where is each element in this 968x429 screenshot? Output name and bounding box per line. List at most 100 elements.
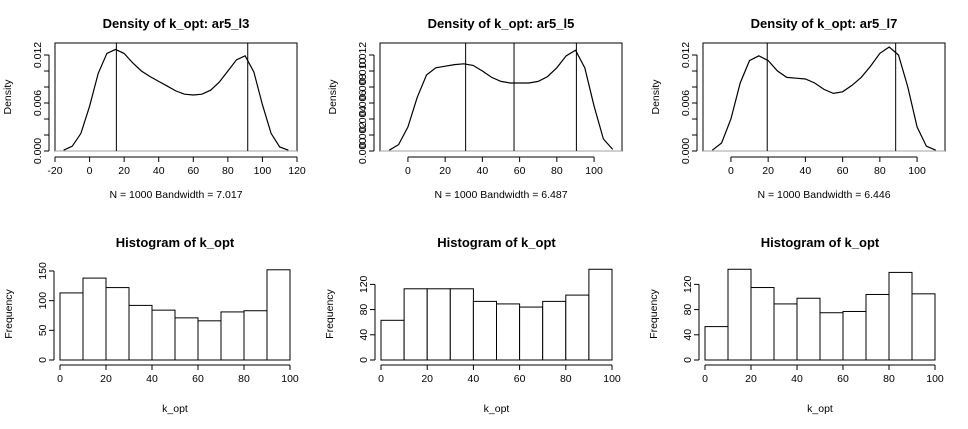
histogram-bar-3 bbox=[773, 303, 798, 361]
x-tick-label-2: 40 bbox=[477, 165, 489, 177]
histogram-bar-0 bbox=[704, 326, 729, 361]
x-tick-label-2: 40 bbox=[800, 165, 812, 177]
y-tick-label-4: 0.008 bbox=[357, 74, 369, 100]
x-tick-label-4: 80 bbox=[551, 165, 563, 177]
x-tick-label-1: 20 bbox=[762, 165, 774, 177]
x-tick-label-2: 20 bbox=[118, 165, 130, 177]
x-tick-label-0: 0 bbox=[378, 373, 384, 385]
y-tick-label-0: 0.000 bbox=[32, 138, 44, 164]
x-axis-label: N = 1000 Bandwidth = 6.487 bbox=[434, 189, 567, 201]
y-tick-label-0: 0.000 bbox=[680, 138, 692, 164]
histogram-bar-1 bbox=[727, 268, 752, 361]
histogram-bar-7 bbox=[865, 293, 890, 361]
x-tick-label-3: 40 bbox=[153, 165, 165, 177]
y-tick-label-2: 100 bbox=[37, 292, 49, 310]
histogram-bar-3 bbox=[449, 288, 474, 361]
y-axis-label: Frequency bbox=[648, 288, 660, 338]
histogram-bar-1 bbox=[82, 277, 107, 361]
y-tick-label-5: 0.010 bbox=[357, 58, 369, 84]
x-tick-label-4: 80 bbox=[883, 373, 895, 385]
y-tick-label-3: 0.006 bbox=[357, 90, 369, 116]
x-tick-label-1: 20 bbox=[439, 165, 451, 177]
chart-title: Histogram of k_opt bbox=[761, 235, 880, 250]
chart-panel-density-ar5-l5: Density of k_opt: ar5_l5 N = 1000 Bandwid… bbox=[327, 16, 623, 201]
histogram-bar-7 bbox=[542, 300, 567, 361]
y-tick-label-0: 0.000 bbox=[357, 138, 369, 164]
y-tick-label-1: 0.002 bbox=[357, 122, 369, 148]
density-line bbox=[711, 46, 936, 151]
x-tick-label-2: 40 bbox=[791, 373, 803, 385]
x-tick-label-0: -20 bbox=[47, 165, 62, 177]
x-tick-label-5: 80 bbox=[222, 165, 234, 177]
x-tick-label-5: 100 bbox=[908, 165, 926, 177]
histogram-bar-9 bbox=[588, 268, 613, 361]
y-tick-label-0: 0 bbox=[682, 357, 694, 363]
x-tick-label-2: 40 bbox=[468, 373, 480, 385]
y-tick-label-2: 80 bbox=[682, 304, 694, 316]
x-tick-label-4: 60 bbox=[187, 165, 199, 177]
y-tick-label-1: 40 bbox=[682, 329, 694, 341]
density-line bbox=[388, 49, 614, 151]
histogram-bar-2 bbox=[750, 287, 775, 361]
y-axis-label: Density bbox=[650, 79, 662, 115]
chart-panel-histogram-2: Histogram of k_opt k_opt 0 20 40 60 80 100 0 40 80… bbox=[324, 235, 621, 415]
y-tick-label-2: 80 bbox=[358, 304, 370, 316]
x-tick-label-2: 40 bbox=[146, 373, 158, 385]
histogram-bar-4 bbox=[151, 309, 176, 361]
chart-panel-density-ar5-l3: Density of k_opt: ar5_l3 N = 1000 Bandwid… bbox=[2, 16, 306, 201]
chart-panel-histogram-3: Histogram of k_opt k_opt 0 20 40 60 80 100 0 40 80… bbox=[648, 235, 944, 415]
x-tick-label-3: 60 bbox=[837, 165, 849, 177]
y-tick-label-1: 50 bbox=[37, 324, 49, 336]
histogram-bar-2 bbox=[105, 287, 130, 361]
y-tick-label-2: 0.006 bbox=[32, 90, 44, 116]
plot-frame bbox=[379, 42, 623, 152]
x-tick-label-0: 0 bbox=[405, 165, 411, 177]
x-tick-label-0: 0 bbox=[57, 373, 63, 385]
histogram-bar-2 bbox=[426, 288, 451, 361]
y-tick-label-6: 0.012 bbox=[357, 42, 369, 68]
x-axis-label: k_opt bbox=[162, 403, 188, 415]
x-tick-label-4: 80 bbox=[238, 373, 250, 385]
x-tick-label-4: 80 bbox=[560, 373, 572, 385]
chart-title: Histogram of k_opt bbox=[116, 235, 235, 250]
x-tick-label-3: 60 bbox=[514, 165, 526, 177]
chart-panel-histogram-1: Histogram of k_opt k_opt 0 20 40 60 80 100 0 50 10… bbox=[3, 235, 299, 415]
histogram-bar-7 bbox=[220, 311, 245, 361]
chart-panel-density-ar5-l7: Density of k_opt: ar5_l7 N = 1000 Bandwid… bbox=[650, 16, 946, 201]
x-tick-label-0: 0 bbox=[702, 373, 708, 385]
x-axis-label: k_opt bbox=[807, 403, 833, 415]
histogram-bar-9 bbox=[266, 269, 291, 361]
histogram-bar-6 bbox=[197, 320, 222, 361]
histogram-bar-5 bbox=[496, 303, 521, 361]
x-tick-label-1: 20 bbox=[745, 373, 757, 385]
histogram-bar-4 bbox=[796, 297, 821, 361]
y-axis-label: Density bbox=[2, 79, 14, 115]
histogram-bar-6 bbox=[842, 310, 867, 361]
histogram-bar-5 bbox=[819, 312, 844, 361]
x-tick-label-7: 120 bbox=[288, 165, 306, 177]
x-tick-label-5: 100 bbox=[281, 373, 299, 385]
x-tick-label-1: 20 bbox=[100, 373, 112, 385]
x-tick-label-5: 100 bbox=[603, 373, 621, 385]
plot-frame bbox=[702, 42, 946, 152]
histogram-bar-3 bbox=[128, 304, 153, 361]
histogram-bar-8 bbox=[243, 310, 268, 361]
chart-title: Density of k_opt: ar5_l5 bbox=[428, 16, 575, 31]
y-axis-label: Frequency bbox=[3, 288, 15, 338]
y-tick-label-4: 0.012 bbox=[680, 42, 692, 68]
x-tick-label-3: 60 bbox=[837, 373, 849, 385]
histogram-bar-6 bbox=[519, 306, 544, 361]
y-tick-label-2: 0.006 bbox=[680, 90, 692, 116]
chart-title: Density of k_opt: ar5_l7 bbox=[751, 16, 898, 31]
x-tick-label-4: 80 bbox=[874, 165, 886, 177]
histogram-bar-0 bbox=[59, 292, 84, 361]
x-axis-label: k_opt bbox=[484, 403, 510, 415]
y-tick-label-2: 0.004 bbox=[357, 106, 369, 132]
x-tick-label-3: 60 bbox=[192, 373, 204, 385]
histogram-bar-8 bbox=[888, 271, 913, 361]
y-tick-label-1: 40 bbox=[358, 329, 370, 341]
histogram-bar-5 bbox=[174, 317, 199, 361]
density-line bbox=[63, 48, 289, 151]
x-tick-label-6: 100 bbox=[254, 165, 272, 177]
